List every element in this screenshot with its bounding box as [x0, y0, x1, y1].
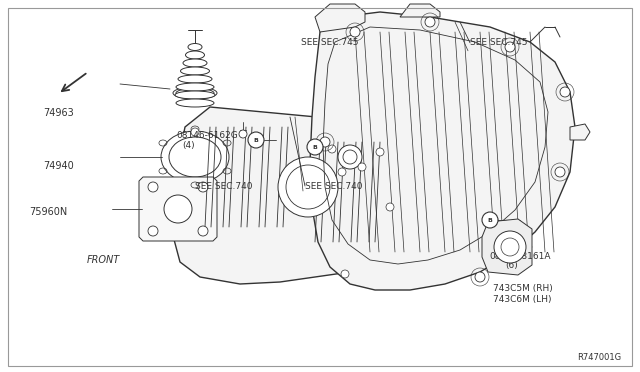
Circle shape	[307, 139, 323, 155]
Circle shape	[338, 168, 346, 176]
Polygon shape	[310, 12, 575, 290]
Circle shape	[191, 128, 199, 136]
Circle shape	[278, 157, 338, 217]
Circle shape	[338, 145, 362, 169]
Circle shape	[376, 148, 384, 156]
Ellipse shape	[188, 44, 202, 51]
Ellipse shape	[180, 67, 209, 75]
Ellipse shape	[176, 99, 214, 107]
Text: R747001G: R747001G	[577, 353, 621, 362]
Text: FRONT: FRONT	[86, 256, 120, 265]
Circle shape	[386, 203, 394, 211]
Polygon shape	[139, 177, 217, 241]
Circle shape	[341, 270, 349, 278]
Text: B: B	[312, 144, 317, 150]
Text: B: B	[253, 138, 259, 142]
Polygon shape	[400, 4, 440, 17]
Text: SEE SEC.740: SEE SEC.740	[195, 182, 253, 190]
Circle shape	[358, 163, 366, 171]
Circle shape	[286, 165, 330, 209]
Circle shape	[164, 195, 192, 223]
Circle shape	[425, 17, 435, 27]
Circle shape	[148, 226, 158, 236]
Text: SEE SEC.745: SEE SEC.745	[301, 38, 358, 47]
Circle shape	[494, 231, 526, 263]
Text: 743C6M (LH): 743C6M (LH)	[493, 295, 551, 304]
Circle shape	[560, 87, 570, 97]
Text: 081B6-8161A: 081B6-8161A	[490, 252, 551, 261]
Circle shape	[198, 226, 208, 236]
Text: 74963: 74963	[43, 109, 74, 118]
Text: SEE SEC.745: SEE SEC.745	[470, 38, 527, 47]
Circle shape	[198, 182, 208, 192]
Ellipse shape	[169, 137, 221, 177]
Ellipse shape	[176, 83, 214, 91]
Circle shape	[328, 145, 336, 153]
Ellipse shape	[173, 87, 217, 99]
Text: 75960N: 75960N	[29, 207, 67, 217]
Text: (6): (6)	[506, 262, 518, 270]
Text: 08146-6162G: 08146-6162G	[176, 131, 237, 140]
Circle shape	[482, 212, 498, 228]
Circle shape	[320, 137, 330, 147]
Text: 743C5M (RH): 743C5M (RH)	[493, 284, 552, 293]
Polygon shape	[482, 219, 532, 275]
Polygon shape	[315, 4, 365, 32]
Ellipse shape	[183, 59, 207, 67]
Polygon shape	[172, 107, 400, 284]
Circle shape	[475, 272, 485, 282]
Text: B: B	[488, 218, 492, 222]
Circle shape	[343, 150, 357, 164]
Ellipse shape	[186, 51, 205, 59]
Circle shape	[350, 27, 360, 37]
Ellipse shape	[175, 91, 215, 99]
Ellipse shape	[178, 75, 212, 83]
Text: (4): (4)	[182, 141, 195, 150]
Text: 74940: 74940	[43, 161, 74, 170]
Circle shape	[505, 42, 515, 52]
Circle shape	[239, 130, 247, 138]
Ellipse shape	[176, 89, 214, 97]
Circle shape	[501, 238, 519, 256]
Circle shape	[555, 167, 565, 177]
Circle shape	[148, 182, 158, 192]
Polygon shape	[570, 124, 590, 140]
Text: SEE SEC.740: SEE SEC.740	[305, 182, 362, 190]
Ellipse shape	[161, 131, 229, 183]
Circle shape	[248, 132, 264, 148]
